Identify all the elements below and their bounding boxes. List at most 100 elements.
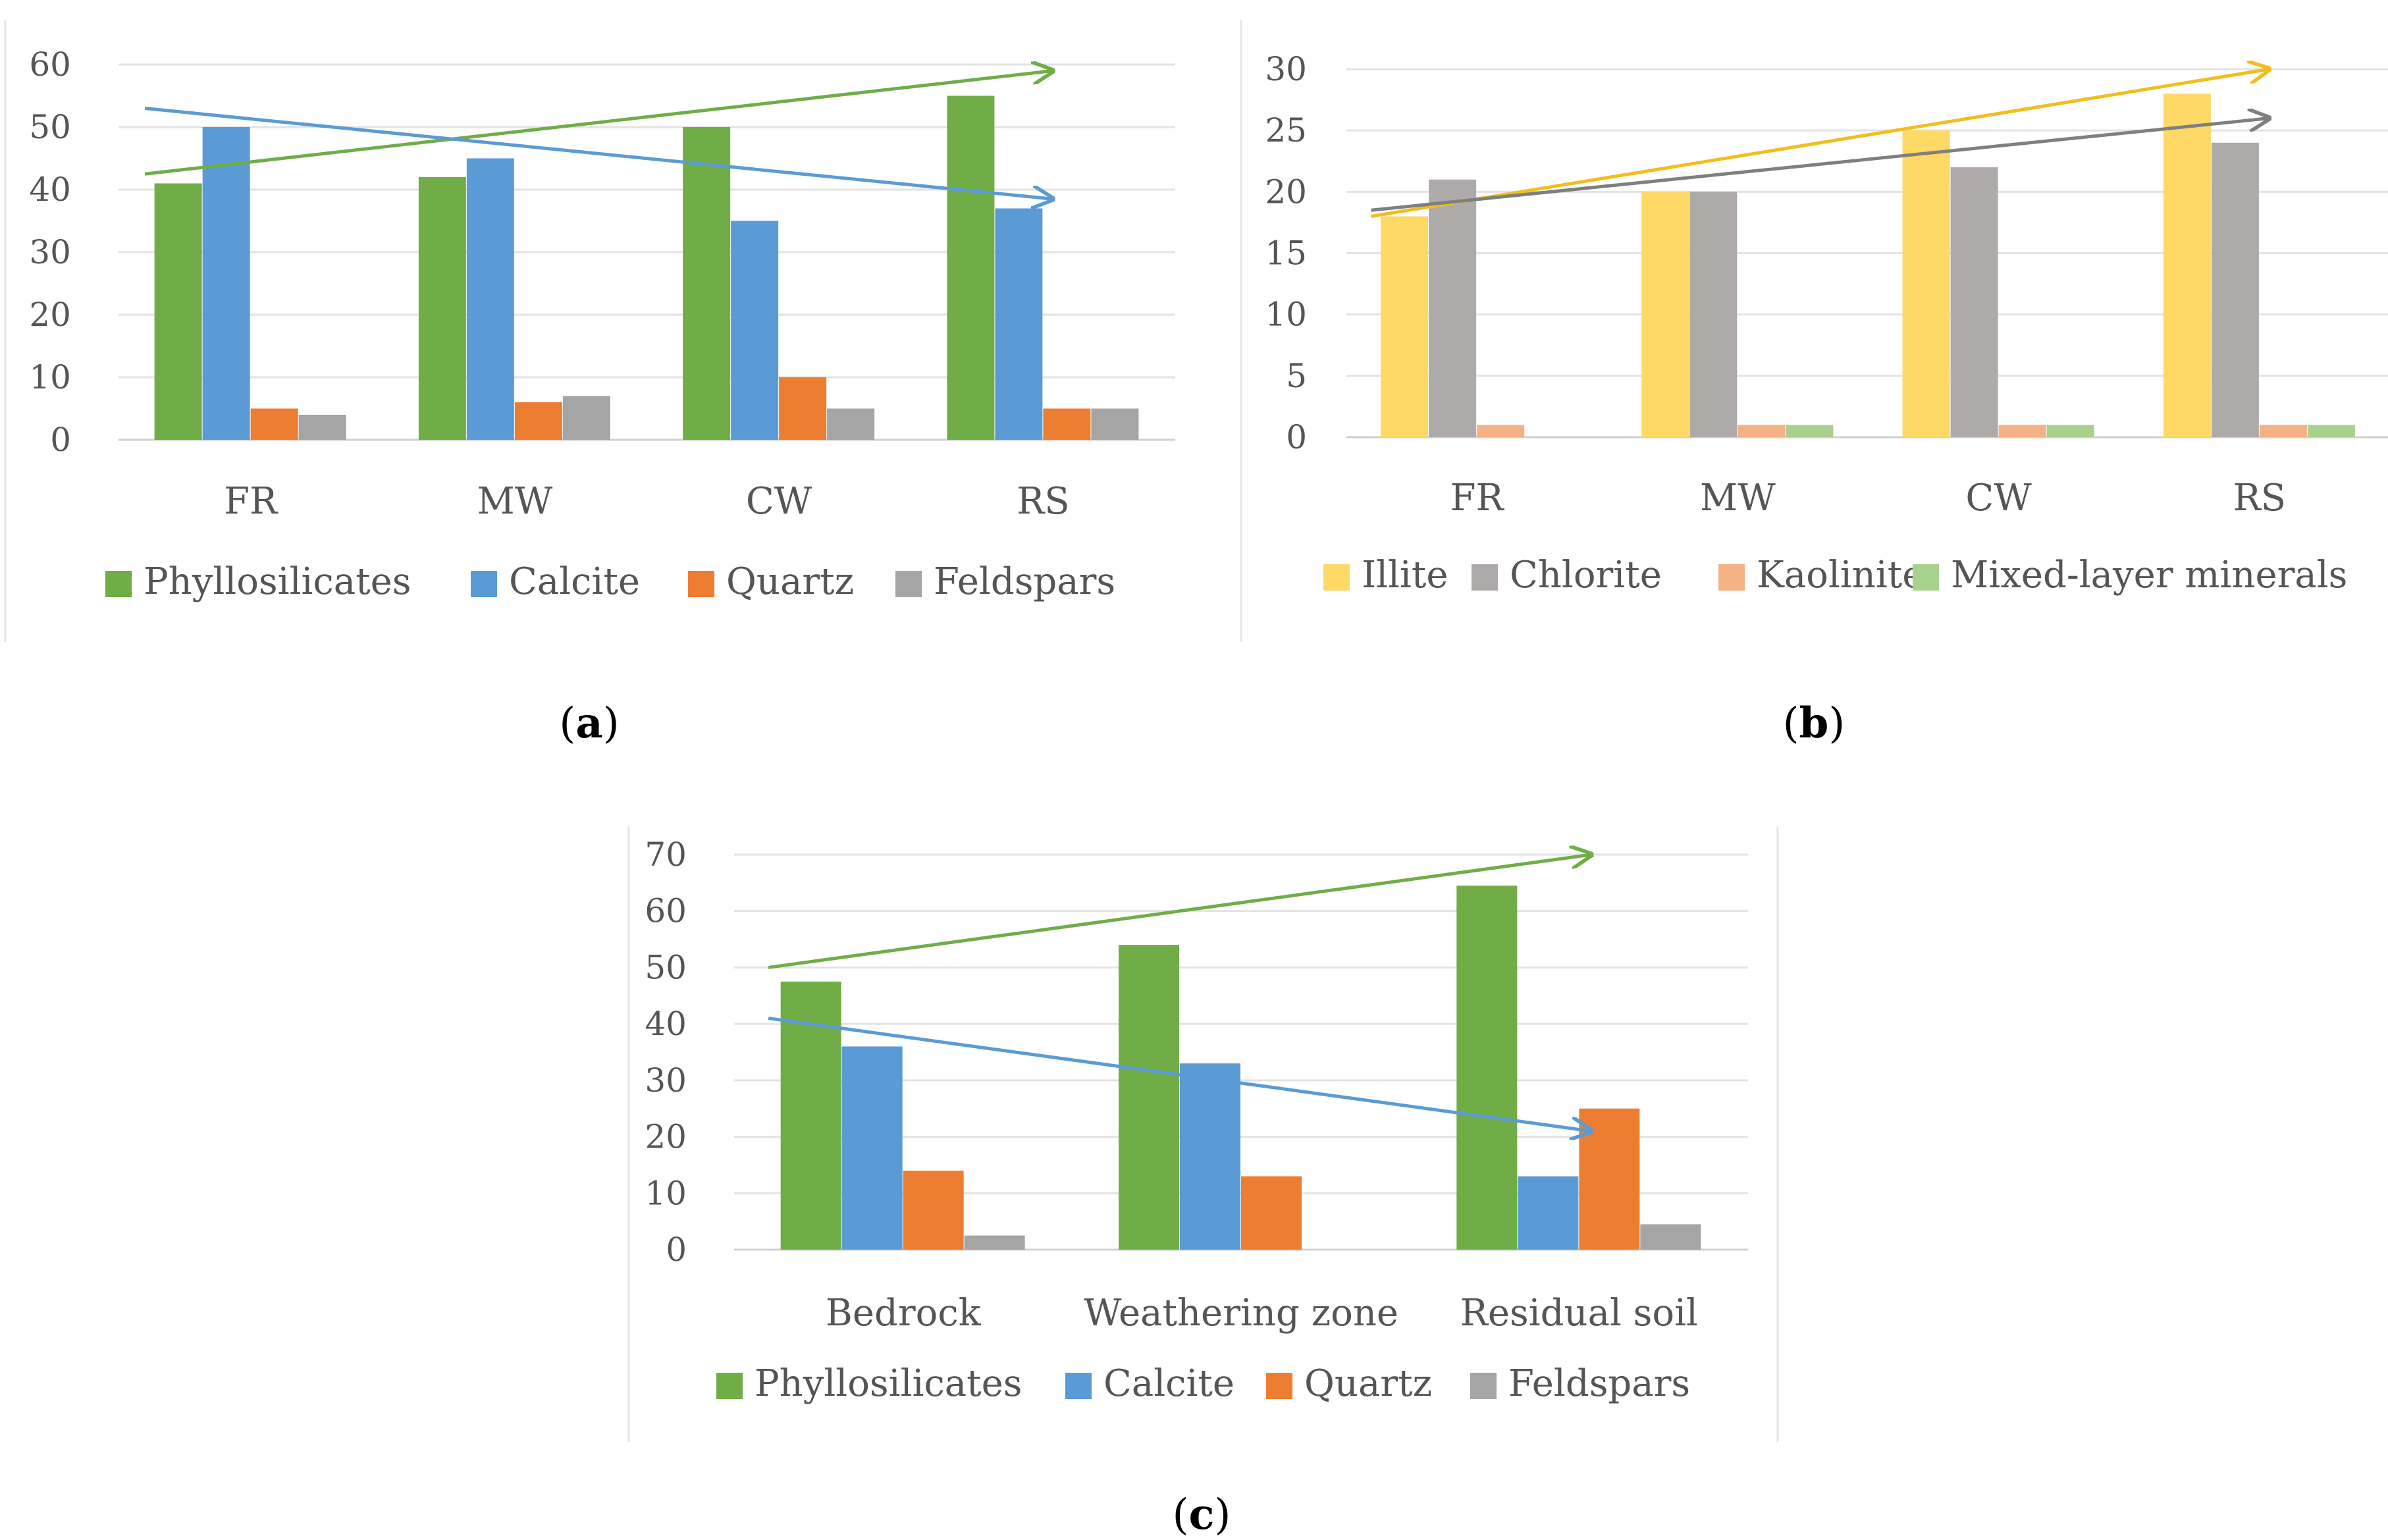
chart-b-category-label-cw: CW <box>1965 477 2032 519</box>
chart-c-legend-label-quartz: Quartz <box>1304 1362 1432 1405</box>
chart-a-bar-phyllosilicates-mw <box>418 177 466 440</box>
caption-a: (a) <box>559 699 619 748</box>
chart-a-bar-quartz-mw <box>514 402 562 440</box>
chart-b-bar-illite-mw <box>1641 192 1689 437</box>
chart-b-legend-swatch-chlorite <box>1472 564 1498 591</box>
caption-c: (c) <box>1173 1490 1231 1539</box>
chart-a-bar-feldspars-cw <box>827 408 875 440</box>
chart-a-legend-swatch-phyllosilicates <box>105 571 132 597</box>
chart-a-bar-quartz-cw <box>779 377 827 440</box>
chart-a-legend-label-feldspars: Feldspars <box>934 560 1115 603</box>
chart-c-legend-swatch-phyllosilicates <box>716 1373 743 1399</box>
chart-a-legend-swatch-quartz <box>688 571 714 597</box>
chart-b-trend-arrow-illite <box>1371 69 2269 219</box>
chart-b-bar-illite-fr <box>1381 216 1429 437</box>
chart-a-ytick-10: 10 <box>29 358 71 396</box>
chart-a-ytick-30: 30 <box>29 233 71 271</box>
chart-b-bar-chlorite-rs <box>2211 142 2259 438</box>
chart-c-ytick-10: 10 <box>645 1174 687 1212</box>
chart-a-bar-quartz-rs <box>1043 408 1091 440</box>
chart-b-category-label-mw: MW <box>1700 477 1776 519</box>
chart-a-bar-feldspars-mw <box>562 396 610 440</box>
chart-a-legend-label-calcite: Calcite <box>509 560 640 603</box>
chart-a-bar-calcite-cw <box>731 221 779 440</box>
chart-c-ytick-30: 30 <box>645 1061 687 1100</box>
chart-a-legend-label-phyllosilicates: Phyllosilicates <box>144 560 411 603</box>
chart-b-bar-mixed-layer-minerals-cw <box>2046 425 2094 437</box>
chart-a-ytick-60: 60 <box>29 45 71 84</box>
panel-a: 0 10 20 30 40 50 60 FR MW CW RS Phyllosilicates Calc… <box>4 20 1242 748</box>
chart-c-bar-phyllosilicates-weathering-zone <box>1119 945 1179 1250</box>
chart-c-ytick-50: 50 <box>645 948 687 986</box>
chart-a-category-label-mw: MW <box>477 480 552 523</box>
chart-c-legend-label-calcite: Calcite <box>1103 1362 1234 1405</box>
chart-a-bar-phyllosilicates-cw <box>683 127 731 440</box>
chart-a-bar-calcite-fr <box>202 127 250 440</box>
chart-b-legend-label-mixed-layer-minerals: Mixed-layer minerals <box>1951 554 2347 597</box>
chart-a-plot: 0 10 20 30 40 50 60 FR MW CW RS Phyllosilicates Calc… <box>29 45 1175 603</box>
chart-b-ytick-15: 15 <box>1265 234 1307 273</box>
chart-a-bar-feldspars-rs <box>1091 408 1139 440</box>
chart-a-bar-calcite-mw <box>466 158 514 440</box>
chart-b-trend-arrow-chlorite <box>1371 119 2269 212</box>
chart-b-bar-kaolinite-rs <box>2259 425 2307 437</box>
panel-b: 0 5 10 15 20 25 30 FR MW CW RS Illite Chlorite Kaolin… <box>1265 50 2388 748</box>
chart-a-ytick-20: 20 <box>29 296 71 334</box>
chart-a-category-label-fr: FR <box>224 480 279 523</box>
chart-a-legend-swatch-calcite <box>471 571 497 597</box>
chart-a-bar-calcite-rs <box>995 208 1043 440</box>
chart-c-bar-phyllosilicates-residual-soil <box>1456 886 1518 1250</box>
chart-b-plot: 0 5 10 15 20 25 30 FR MW CW RS Illite Chlorite Kaolin… <box>1265 50 2388 597</box>
chart-a-ytick-0: 0 <box>50 421 71 459</box>
chart-a-legend-label-quartz: Quartz <box>726 560 854 603</box>
chart-a-bar-quartz-fr <box>250 408 298 440</box>
chart-c-legend-label-phyllosilicates: Phyllosilicates <box>755 1362 1022 1405</box>
chart-c-ytick-0: 0 <box>666 1231 687 1269</box>
chart-c-trend-arrow-phyllosilicates <box>768 855 1591 969</box>
chart-c-plot: 0 10 20 30 40 50 60 70 Bedrock Weathering zone Res… <box>645 836 1748 1405</box>
chart-b-legend-label-kaolinite: Kaolinite <box>1757 554 1924 597</box>
chart-a-ytick-50: 50 <box>29 108 71 146</box>
chart-b-legend-swatch-mixed-layer-minerals <box>1913 564 1939 591</box>
chart-b-legend-label-chlorite: Chlorite <box>1510 554 1662 597</box>
panel-c: 0 10 20 30 40 50 60 70 Bedrock Weathering zone Res… <box>627 826 1779 1539</box>
chart-c-legend-swatch-calcite <box>1065 1373 1092 1399</box>
chart-b-bar-chlorite-cw <box>1950 167 1998 438</box>
chart-c-ytick-20: 20 <box>645 1118 687 1156</box>
chart-c-ytick-70: 70 <box>645 836 687 874</box>
caption-b: (b) <box>1783 699 1845 748</box>
chart-b-bar-kaolinite-cw <box>1998 425 2046 437</box>
chart-b-bar-chlorite-mw <box>1689 192 1738 437</box>
chart-a-legend-swatch-feldspars <box>895 571 922 597</box>
chart-c-bar-quartz-weathering-zone <box>1241 1176 1302 1250</box>
chart-c-ytick-40: 40 <box>645 1005 687 1043</box>
chart-c-bar-calcite-bedrock <box>841 1046 903 1250</box>
chart-a-category-label-cw: CW <box>746 480 812 523</box>
chart-c-legend-swatch-quartz <box>1266 1373 1292 1399</box>
chart-c-category-label-bedrock: Bedrock <box>826 1292 982 1335</box>
chart-b-legend-swatch-illite <box>1323 564 1350 591</box>
chart-a-trend-arrow-calcite <box>144 107 1053 199</box>
chart-b-bar-illite-cw <box>1902 130 1950 437</box>
chart-b-ytick-10: 10 <box>1265 296 1307 334</box>
chart-b-ytick-25: 25 <box>1265 111 1307 149</box>
chart-c-ytick-60: 60 <box>645 892 687 930</box>
chart-c-bar-quartz-bedrock <box>903 1171 964 1250</box>
chart-c-legend-swatch-feldspars <box>1470 1373 1497 1399</box>
chart-b-legend-swatch-kaolinite <box>1718 564 1745 591</box>
chart-b-category-label-rs: RS <box>2233 477 2287 519</box>
chart-c-category-label-weathering-zone: Weathering zone <box>1084 1292 1398 1335</box>
chart-b-ytick-5: 5 <box>1286 357 1307 395</box>
chart-b-bar-mixed-layer-minerals-mw <box>1786 425 1834 437</box>
chart-c-bar-calcite-residual-soil <box>1518 1176 1579 1250</box>
chart-c-bar-feldspars-residual-soil <box>1640 1224 1701 1250</box>
chart-b-ytick-0: 0 <box>1286 418 1307 456</box>
chart-b-bar-mixed-layer-minerals-rs <box>2307 425 2355 437</box>
chart-a-bar-phyllosilicates-rs <box>947 95 995 440</box>
chart-a-bar-phyllosilicates-fr <box>154 183 202 440</box>
chart-b-category-label-fr: FR <box>1450 477 1505 519</box>
chart-a-ytick-40: 40 <box>29 171 71 209</box>
chart-b-bar-kaolinite-mw <box>1738 425 1786 437</box>
chart-b-bar-illite-rs <box>2163 93 2211 437</box>
